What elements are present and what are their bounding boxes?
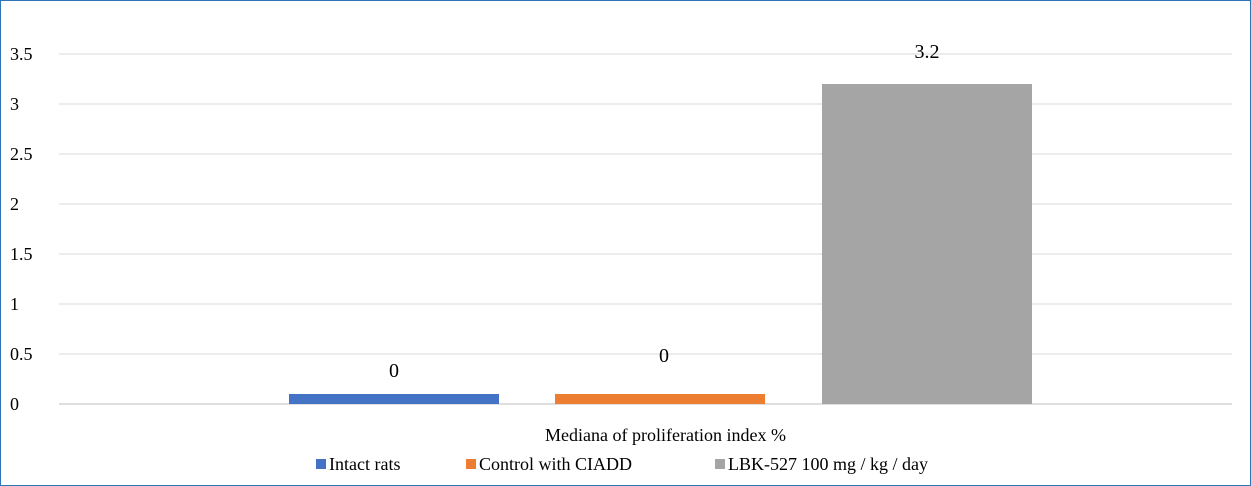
y-axis-ticks: 0 0.5 1 1.5 2 2.5 3 3.5 [10,44,33,414]
category-axis: Mediana of proliferation index % [545,425,786,445]
y-tick-label: 0 [10,394,19,414]
bar-lbk-527-100-mg-kg-day [822,84,1032,404]
legend-label: Control with CIADD [479,454,632,474]
gridlines [59,53,1232,405]
legend-item: Intact rats [316,454,400,474]
data-labels: 003.2 [389,41,940,382]
y-tick-label: 1.5 [10,244,33,264]
legend-swatch [466,459,476,469]
y-tick-label: 1 [10,294,19,314]
category-label: Mediana of proliferation index % [545,425,786,445]
bar-control-with-ciadd [555,394,765,404]
legend-item: LBK-527 100 mg / kg / day [715,454,928,474]
y-tick-label: 3.5 [10,44,33,64]
data-label: 0 [659,345,669,367]
y-tick-label: 2 [10,194,19,214]
data-label: 0 [389,360,399,382]
legend-item: Control with CIADD [466,454,632,474]
legend-swatch [316,459,326,469]
legend-swatch [715,459,725,469]
y-tick-label: 2.5 [10,144,33,164]
legend-label: LBK-527 100 mg / kg / day [728,454,928,474]
y-tick-label: 3 [10,94,19,114]
y-tick-label: 0.5 [10,344,33,364]
legend: Intact rats Control with CIADD LBK-527 100… [316,454,928,474]
data-label: 3.2 [915,41,940,63]
legend-label: Intact rats [329,454,400,474]
bars [289,84,1032,404]
bar-intact-rats [289,394,499,404]
